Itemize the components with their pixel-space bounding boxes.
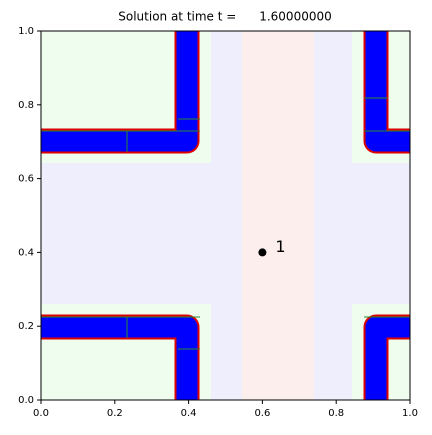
x-tick-label: 0.0 <box>33 408 49 419</box>
y-tick-label: 0.6 <box>18 174 34 185</box>
y-tick-label: 0.2 <box>18 321 34 332</box>
x-tick-label: 1.0 <box>402 408 418 419</box>
x-tick-label: 0.8 <box>328 408 344 419</box>
point <box>258 248 267 257</box>
x-tick-label: 0.6 <box>254 408 270 419</box>
y-tick-label: 0.0 <box>18 395 34 406</box>
y-tick-label: 0.8 <box>18 100 34 111</box>
x-tick-label: 0.2 <box>107 408 123 419</box>
channel <box>41 316 198 400</box>
chart-title: Solution at time t = 1.60000000 <box>118 10 332 24</box>
channels <box>41 31 410 400</box>
pink-region <box>242 31 314 400</box>
point-label: 1 <box>275 237 285 256</box>
plot-area <box>41 31 410 400</box>
channel <box>365 316 410 400</box>
channel <box>41 31 198 152</box>
channel <box>365 31 410 152</box>
y-tick-label: 1.0 <box>18 26 34 37</box>
patch-lines <box>41 97 410 350</box>
y-tick-label: 0.4 <box>18 247 34 258</box>
axes-frame <box>40 30 411 401</box>
x-tick-label: 0.4 <box>181 408 197 419</box>
